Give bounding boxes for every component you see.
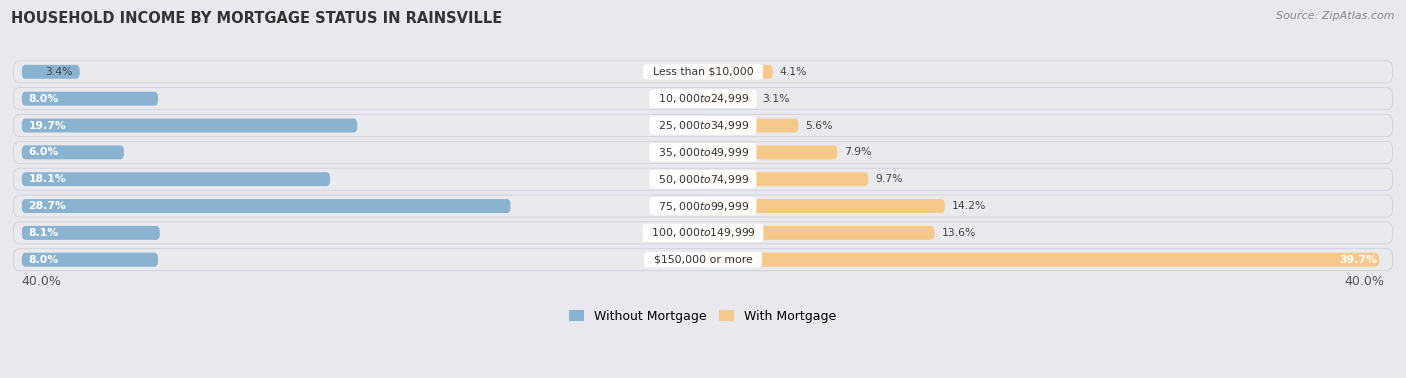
- Text: 8.1%: 8.1%: [28, 228, 59, 238]
- FancyBboxPatch shape: [13, 195, 1393, 217]
- Text: 19.7%: 19.7%: [28, 121, 66, 130]
- Text: $50,000 to $74,999: $50,000 to $74,999: [652, 173, 754, 186]
- Text: 40.0%: 40.0%: [1344, 275, 1384, 288]
- Text: $25,000 to $34,999: $25,000 to $34,999: [652, 119, 754, 132]
- Text: 4.1%: 4.1%: [780, 67, 807, 77]
- FancyBboxPatch shape: [703, 119, 799, 133]
- Text: $150,000 or more: $150,000 or more: [647, 255, 759, 265]
- Text: 5.6%: 5.6%: [806, 121, 832, 130]
- FancyBboxPatch shape: [703, 92, 756, 106]
- Text: Less than $10,000: Less than $10,000: [645, 67, 761, 77]
- Text: 18.1%: 18.1%: [28, 174, 66, 184]
- Text: HOUSEHOLD INCOME BY MORTGAGE STATUS IN RAINSVILLE: HOUSEHOLD INCOME BY MORTGAGE STATUS IN R…: [11, 11, 502, 26]
- Text: 8.0%: 8.0%: [28, 255, 59, 265]
- Text: 6.0%: 6.0%: [28, 147, 59, 157]
- Text: 9.7%: 9.7%: [875, 174, 903, 184]
- FancyBboxPatch shape: [22, 146, 124, 160]
- Text: 28.7%: 28.7%: [28, 201, 66, 211]
- Text: $100,000 to $149,999: $100,000 to $149,999: [645, 226, 761, 239]
- FancyBboxPatch shape: [703, 65, 773, 79]
- FancyBboxPatch shape: [22, 119, 357, 133]
- FancyBboxPatch shape: [22, 199, 510, 213]
- FancyBboxPatch shape: [703, 146, 838, 160]
- FancyBboxPatch shape: [13, 222, 1393, 244]
- FancyBboxPatch shape: [22, 92, 157, 106]
- Text: 40.0%: 40.0%: [22, 275, 62, 288]
- Text: $35,000 to $49,999: $35,000 to $49,999: [652, 146, 754, 159]
- FancyBboxPatch shape: [703, 253, 1379, 267]
- FancyBboxPatch shape: [703, 199, 945, 213]
- Text: $10,000 to $24,999: $10,000 to $24,999: [652, 92, 754, 105]
- FancyBboxPatch shape: [703, 226, 935, 240]
- FancyBboxPatch shape: [13, 168, 1393, 190]
- Text: 8.0%: 8.0%: [28, 94, 59, 104]
- Text: $75,000 to $99,999: $75,000 to $99,999: [652, 200, 754, 212]
- FancyBboxPatch shape: [22, 65, 80, 79]
- Text: 39.7%: 39.7%: [1340, 255, 1378, 265]
- FancyBboxPatch shape: [703, 172, 868, 186]
- Text: 3.1%: 3.1%: [762, 94, 790, 104]
- FancyBboxPatch shape: [13, 249, 1393, 271]
- FancyBboxPatch shape: [22, 226, 160, 240]
- Text: Source: ZipAtlas.com: Source: ZipAtlas.com: [1277, 11, 1395, 21]
- Legend: Without Mortgage, With Mortgage: Without Mortgage, With Mortgage: [564, 305, 842, 328]
- FancyBboxPatch shape: [13, 61, 1393, 83]
- FancyBboxPatch shape: [22, 253, 157, 267]
- FancyBboxPatch shape: [13, 88, 1393, 110]
- Text: 13.6%: 13.6%: [942, 228, 976, 238]
- FancyBboxPatch shape: [13, 141, 1393, 163]
- Text: 14.2%: 14.2%: [952, 201, 986, 211]
- FancyBboxPatch shape: [22, 172, 330, 186]
- Text: 3.4%: 3.4%: [45, 67, 73, 77]
- Text: 7.9%: 7.9%: [845, 147, 872, 157]
- FancyBboxPatch shape: [13, 115, 1393, 136]
